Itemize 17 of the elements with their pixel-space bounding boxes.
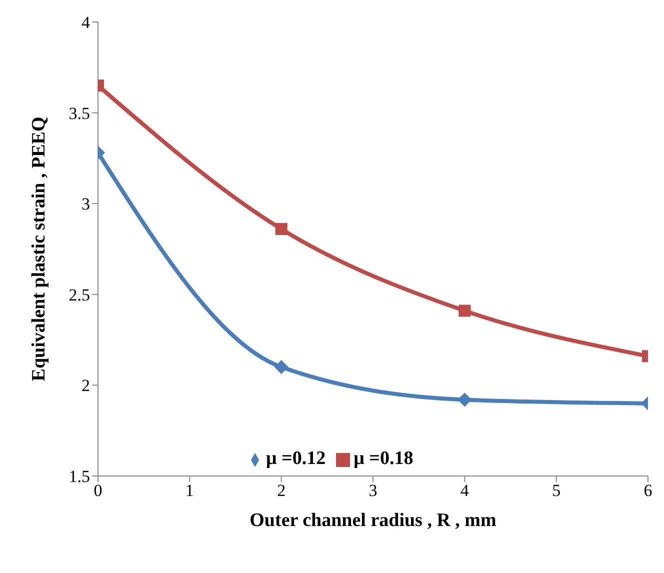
x-axis-title: Outer channel radius , R , mm: [250, 510, 496, 531]
x-tick-label: 4: [460, 481, 470, 500]
y-tick-label: 3: [82, 194, 90, 214]
y-tick-label: 2: [82, 376, 90, 396]
y-tick-label: 2.5: [68, 285, 90, 304]
y-tick-label: 3.5: [68, 104, 90, 123]
y-tick-label: 1.5: [68, 467, 90, 486]
x-tick-label: 5: [552, 481, 561, 500]
x-tick-label: 6: [644, 481, 652, 500]
y-tick-label: 4: [82, 13, 90, 32]
x-tick-label: 3: [368, 481, 378, 500]
legend-label: μ =0.12: [266, 448, 326, 469]
x-tick-label: 2: [277, 481, 286, 500]
x-tick-label: 0: [94, 481, 102, 500]
x-tick-label: 1: [185, 481, 194, 500]
legend-label: μ =0.18: [354, 448, 414, 469]
y-axis-title: Equivalent plastic strain , PEEQ: [28, 116, 50, 382]
